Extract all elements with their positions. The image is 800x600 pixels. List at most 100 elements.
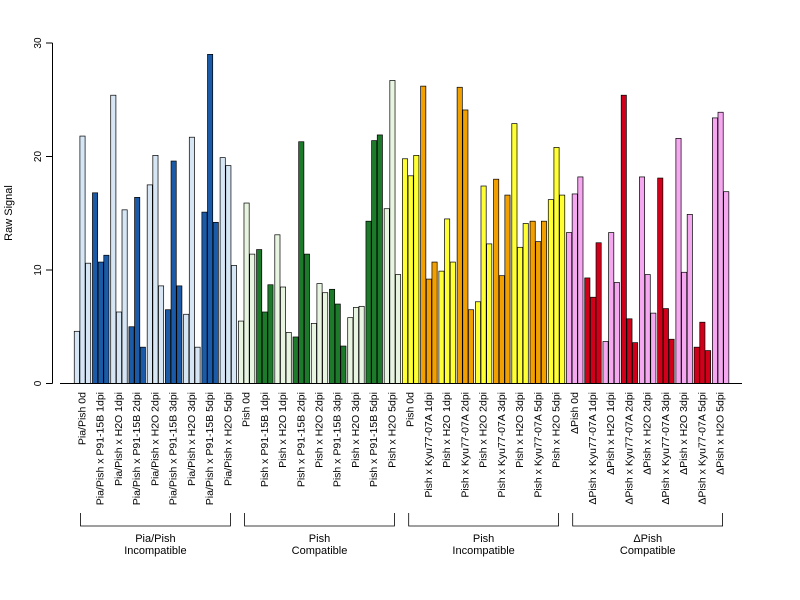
x-tick-label: Pia/Pish x H2O 1dpi: [113, 392, 125, 486]
bar: [456, 86, 463, 384]
bar: [693, 346, 700, 384]
bar: [511, 123, 518, 384]
x-tick-label: Pish x H2O 5dpi: [551, 392, 563, 468]
bar: [194, 346, 201, 384]
y-axis-label: Raw Signal: [3, 185, 15, 241]
bar: [413, 155, 420, 384]
x-tick-label: ΔPish x H2O 2dpi: [642, 392, 654, 475]
bar: [522, 223, 529, 384]
bar: [322, 292, 329, 384]
bar: [274, 234, 281, 384]
bar: [468, 309, 474, 384]
group-brackets: Pia/PishIncompatiblePishCompatiblePishIn…: [80, 513, 723, 557]
bar: [632, 342, 639, 384]
x-tick-label: Pish x P91-15B 5dpi: [368, 392, 380, 487]
bar: [110, 94, 117, 384]
bar: [298, 141, 305, 384]
bar: [243, 202, 250, 384]
x-tick-label: Pish x P91-15B 1dpi: [259, 392, 271, 487]
bar: [504, 194, 511, 384]
bar: [705, 350, 711, 384]
bar: [449, 261, 456, 384]
bar: [92, 192, 99, 384]
x-tick-label: Pish 0d: [405, 392, 417, 427]
bar: [231, 265, 237, 384]
bar: [303, 253, 310, 384]
bar: [723, 191, 730, 384]
bar: [474, 301, 481, 384]
bar: [285, 332, 292, 384]
bar: [261, 311, 268, 384]
bar: [529, 220, 536, 384]
bar: [566, 232, 573, 384]
bar: [602, 341, 609, 384]
x-tick-label: Pish 0d: [241, 392, 253, 427]
bar: [608, 232, 615, 384]
x-tick-label: ΔPish x Kyu77-07A 1dpi: [587, 392, 599, 505]
bar: [237, 320, 244, 384]
bar: [176, 285, 183, 384]
group-bracket: [408, 513, 559, 527]
x-tick-label: Pia/Pish x H2O 2dpi: [149, 392, 161, 486]
x-tick-label: Pia/Pish x P91-15B 2dpi: [131, 392, 143, 505]
bar: [662, 308, 669, 384]
x-tick-label: ΔPish x H2O 5dpi: [715, 392, 727, 475]
x-tick-label: Pish x Kyu77-07A 2dpi: [459, 392, 471, 498]
bar: [480, 185, 487, 384]
bar: [353, 307, 359, 384]
bar: [571, 193, 578, 384]
x-tick-label: ΔPish x Kyu77-07A 2dpi: [623, 392, 635, 505]
group-label-line1: Pish: [473, 533, 494, 545]
bar: [212, 221, 219, 384]
bar: [146, 184, 153, 384]
x-tick-label: Pish x H2O 5dpi: [386, 392, 398, 468]
bar: [547, 199, 554, 384]
bar: [170, 160, 177, 384]
x-tick-label: Pia/Pish 0d: [77, 392, 89, 445]
x-tick-label: Pia/Pish x P91-15B 3dpi: [168, 392, 180, 505]
bar: [201, 211, 208, 384]
bar: [152, 155, 159, 384]
bar: [493, 178, 500, 384]
bar: [626, 318, 633, 384]
bar: [613, 282, 620, 384]
bar: [486, 243, 493, 384]
bar: [681, 271, 688, 384]
bar: [595, 242, 602, 384]
x-tick-label: ΔPish x Kyu77-07A 3dpi: [660, 392, 672, 505]
bar: [183, 313, 190, 384]
bar: [657, 177, 664, 384]
bar: [462, 109, 469, 384]
bar: [540, 220, 547, 384]
bar: [134, 197, 141, 384]
bar: [139, 346, 146, 384]
bar: [620, 94, 627, 384]
bar: [79, 135, 86, 384]
bar: [686, 214, 693, 384]
x-tick-label: ΔPish x Kyu77-07A 5dpi: [696, 392, 708, 505]
x-tick-label: Pish x H2O 3dpi: [350, 392, 362, 468]
bar: [280, 286, 287, 384]
bar: [699, 321, 706, 384]
group-label-line1: Pish: [309, 533, 330, 545]
x-tick-label: Pia/Pish x H2O 5dpi: [222, 392, 234, 486]
bar: [431, 261, 438, 384]
bar: [675, 137, 682, 384]
bar: [644, 274, 651, 384]
bar: [97, 261, 104, 384]
bar: [219, 157, 226, 384]
x-tick-label: Pish x Kyu77-07A 5dpi: [532, 392, 544, 498]
x-tick-label: Pish x H2O 1dpi: [277, 392, 289, 468]
group-label-line2: Compatible: [620, 545, 676, 557]
y-tick-label: 30: [33, 37, 44, 49]
bar: [577, 176, 584, 384]
x-tick-label: Pish x H2O 2dpi: [478, 392, 490, 468]
group-bracket: [80, 513, 231, 527]
group-label-line1: Pia/Pish: [135, 533, 175, 545]
bar: [256, 249, 263, 384]
x-tick-label: Pish x P91-15B 3dpi: [332, 392, 344, 487]
bar: [535, 241, 542, 384]
bar: [158, 285, 165, 384]
bar: [376, 134, 383, 384]
bar: [668, 338, 675, 384]
